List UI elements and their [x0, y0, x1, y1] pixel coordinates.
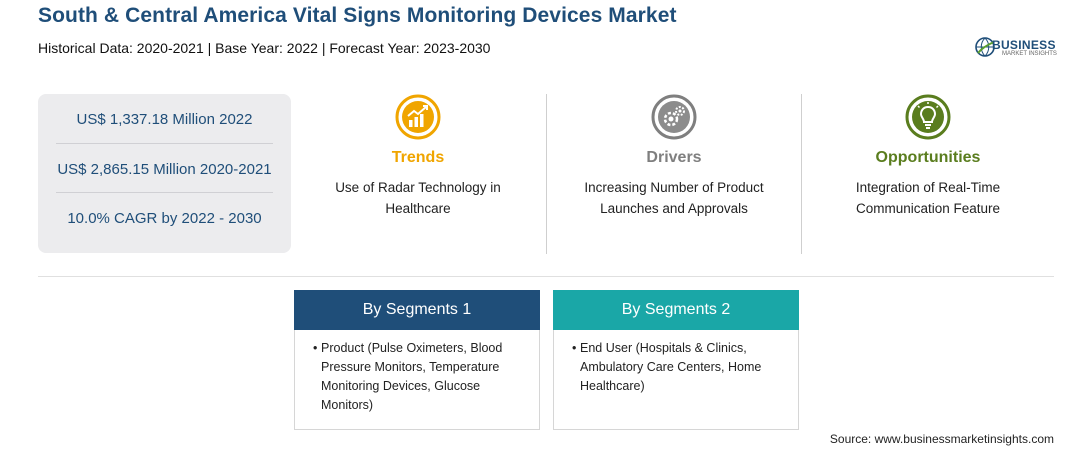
business-logo: BUSINESS MARKET INSIGHTS: [974, 34, 1058, 62]
segment-2-card: By Segments 2 • End User (Hospitals & Cl…: [553, 290, 799, 430]
stat-divider: [56, 143, 273, 144]
key-stats-panel: US$ 1,337.18 Million 2022 US$ 2,865.15 M…: [38, 94, 291, 253]
section-divider: [38, 276, 1054, 277]
logo-tagline: MARKET INSIGHTS: [1002, 51, 1057, 57]
segment-2-list-item: • End User (Hospitals & Clinics, Ambulat…: [572, 339, 782, 396]
stat-cagr: 10.0% CAGR by 2022 - 2030: [67, 210, 262, 227]
stat-divider: [56, 192, 273, 193]
trends-label: Trends: [391, 149, 445, 166]
logo-wordmark: BUSINESS: [992, 38, 1056, 52]
bullet-icon: •: [572, 341, 577, 355]
segment-2-title: By Segments 2: [553, 290, 799, 330]
gears-icon: [651, 94, 697, 140]
segment-2-item-text: End User (Hospitals & Clinics, Ambulator…: [580, 341, 762, 393]
segment-1-card: By Segments 1 • Product (Pulse Oximeters…: [294, 290, 540, 430]
drivers-label: Drivers: [646, 149, 702, 166]
opportunities-label: Opportunities: [875, 149, 981, 166]
bullet-icon: •: [313, 341, 318, 355]
source-note: Source: www.businessmarketinsights.com: [829, 432, 1054, 446]
drivers-description: Increasing Number of Product Launches an…: [584, 180, 764, 216]
segment-1-list-item: • Product (Pulse Oximeters, Blood Pressu…: [313, 339, 523, 415]
lightbulb-icon: [905, 94, 951, 140]
stat-market-historical: US$ 2,865.15 Million 2020-2021: [57, 161, 272, 178]
growth-chart-icon: [395, 94, 441, 140]
stat-market-2022: US$ 1,337.18 Million 2022: [76, 111, 253, 128]
column-divider: [546, 94, 547, 254]
column-divider: [801, 94, 802, 254]
segment-1-item-text: Product (Pulse Oximeters, Blood Pressure…: [321, 341, 503, 412]
opportunities-description: Integration of Real-Time Communication F…: [855, 180, 1001, 216]
logo-globe-icon: [975, 37, 995, 57]
page-subtitle: Historical Data: 2020-2021 | Base Year: …: [38, 40, 491, 56]
trends-description: Use of Radar Technology in Healthcare: [335, 180, 501, 216]
page-title: South & Central America Vital Signs Moni…: [38, 4, 677, 27]
segment-1-title: By Segments 1: [294, 290, 540, 330]
